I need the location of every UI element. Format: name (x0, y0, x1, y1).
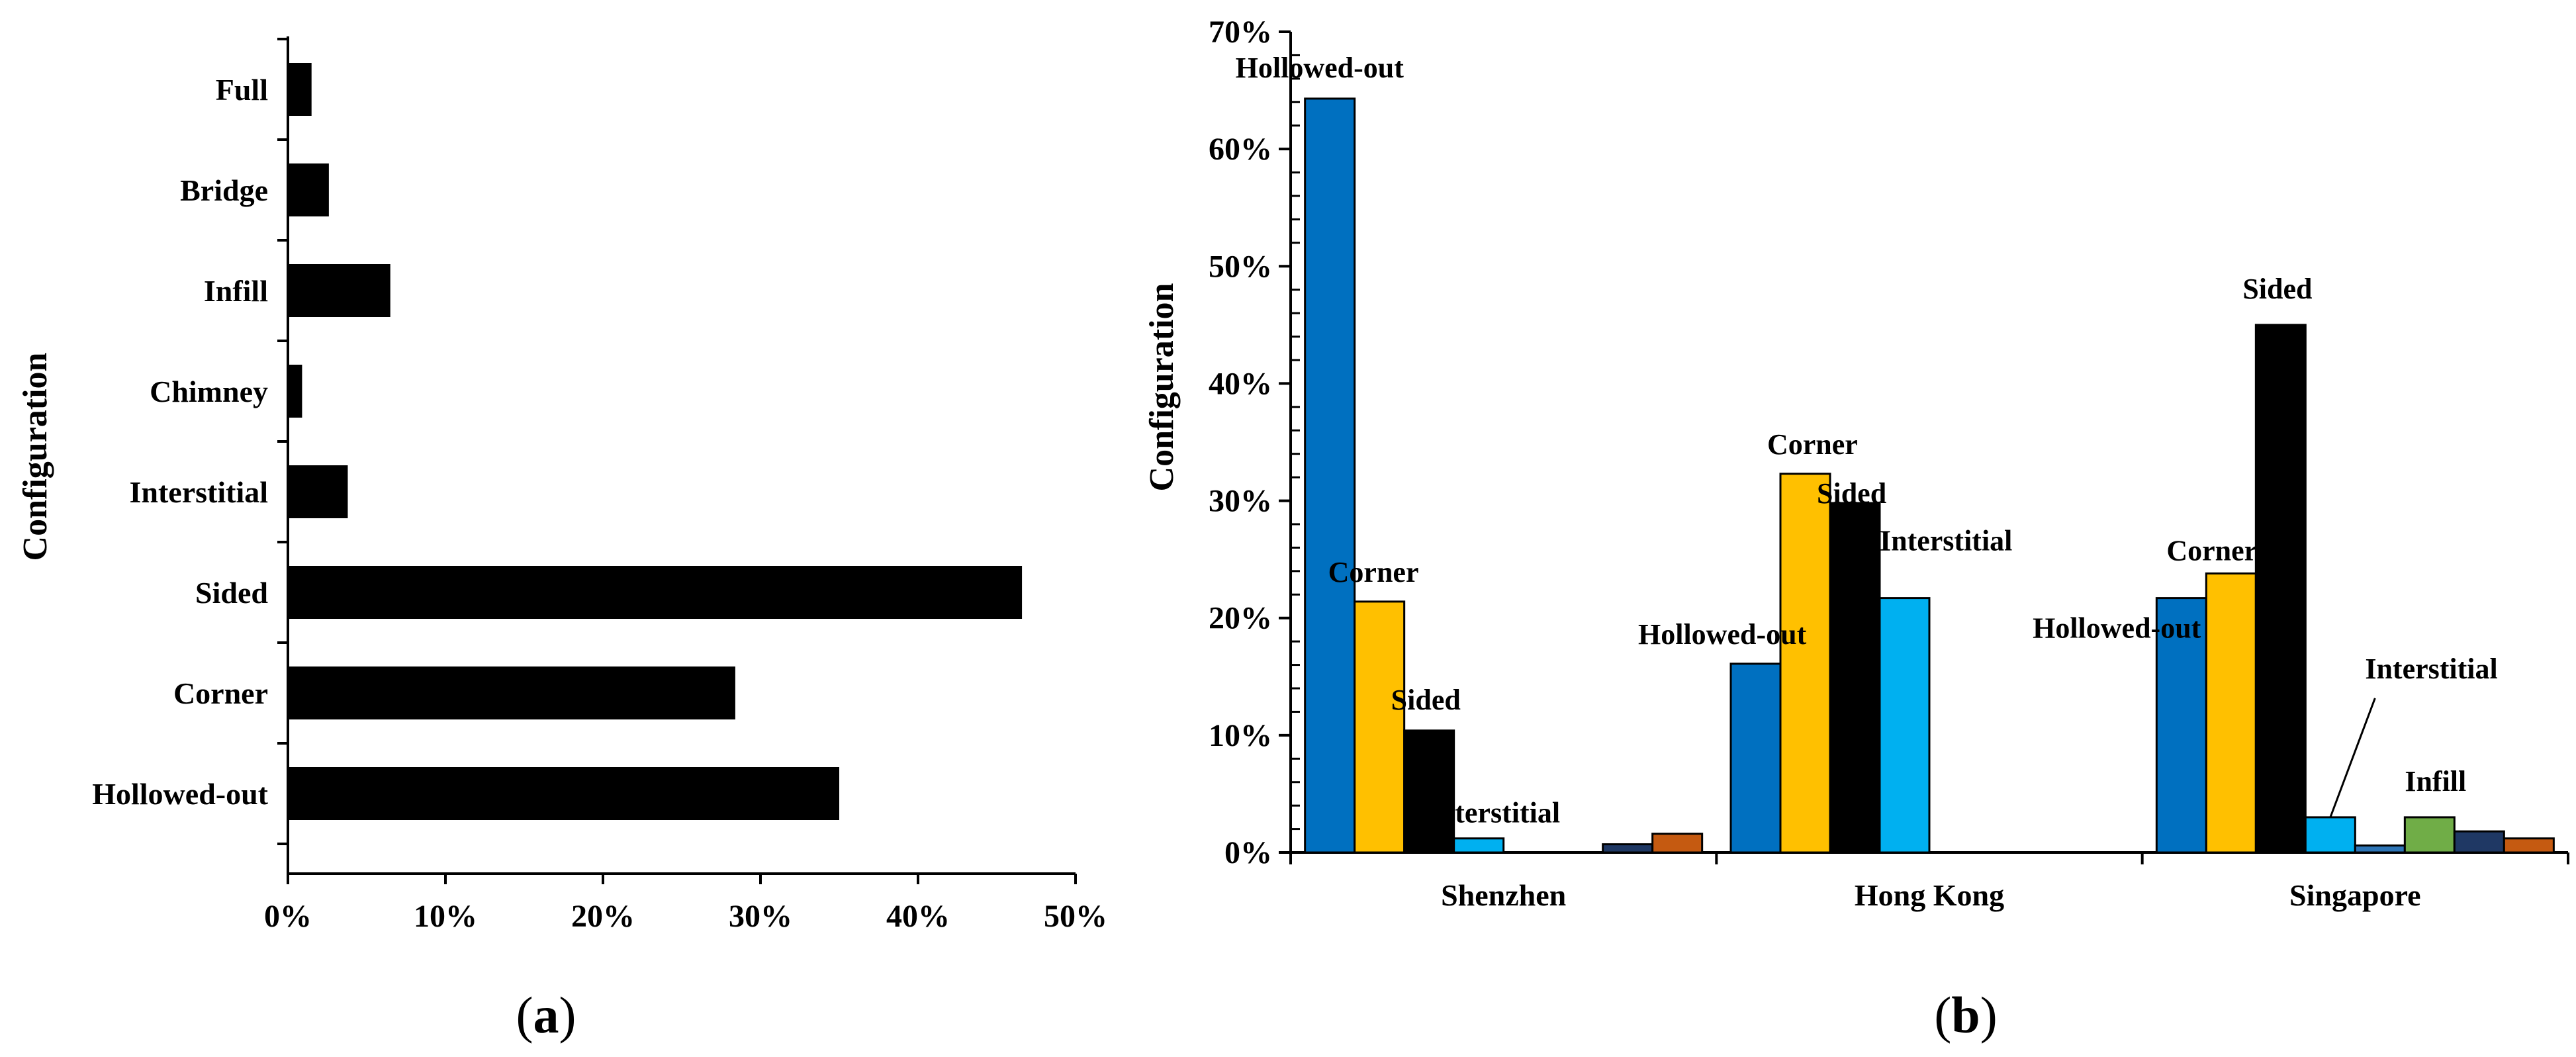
category-label: Hollowed-out (92, 777, 268, 811)
bar-sided (1403, 729, 1455, 854)
data-annotation: Hollowed-out (2033, 612, 2201, 645)
data-annotation: Hollowed-out (1236, 52, 1404, 84)
x-tick-label: 0% (264, 899, 312, 934)
bar-bridge (1602, 843, 1654, 854)
bar (288, 767, 839, 820)
category-label: Infill (204, 274, 268, 308)
data-annotation: Interstitial (2365, 653, 2497, 685)
bar-bridge (2453, 830, 2505, 854)
data-annotation: Interstitial (1880, 525, 2012, 557)
category-label: Full (216, 73, 268, 107)
category-label: Chimney (150, 375, 268, 408)
bar-hollowed-out (1729, 663, 1782, 854)
data-annotation: Hollowed-out (1638, 618, 1807, 651)
y-tick-label: 30% (1209, 484, 1272, 519)
bar (288, 63, 312, 116)
x-tick-label: 10% (414, 899, 477, 934)
y-tick-label: 20% (1209, 601, 1272, 636)
bar-interstitial (1453, 837, 1505, 854)
bar-hollowed-out (1304, 97, 1356, 854)
bar-infill (2403, 816, 2456, 854)
y-tick-label: 60% (1209, 132, 1272, 167)
bar (288, 365, 302, 418)
panel-label-a: (a) (516, 986, 576, 1044)
bar-interstitial (2304, 816, 2356, 854)
bar (288, 264, 391, 317)
data-annotation: Sided (1391, 684, 1461, 716)
category-label: Interstitial (129, 475, 268, 509)
category-label: Sided (195, 576, 268, 610)
bar-interstitial (1878, 597, 1931, 854)
category-label: Singapore (2289, 878, 2421, 912)
data-annotation: Interstitial (1428, 797, 1560, 829)
y-tick-label: 50% (1209, 249, 1272, 284)
y-tick-label: 40% (1209, 366, 1272, 401)
y-tick-label: 10% (1209, 718, 1272, 753)
bar-sided (2254, 324, 2307, 854)
x-tick-label: 30% (729, 899, 792, 934)
annotation-leader-line (2329, 698, 2376, 818)
category-label: Hong Kong (1855, 878, 2004, 912)
data-annotation: Corner (1328, 556, 1419, 588)
category-label: Corner (173, 676, 268, 710)
data-annotation: Sided (1817, 477, 1886, 510)
bar-hollowed-out (2155, 597, 2207, 854)
y-axis-label: Configuration (17, 352, 54, 561)
bar-chimney (2354, 844, 2406, 854)
data-annotation: Corner (1767, 428, 1858, 461)
category-label: Shenzhen (1441, 878, 1566, 912)
data-annotation: Infill (2405, 765, 2466, 798)
horizontal-bar-chart-a: 0% 10% 20% 30% 40% 50% Full Bridge Infill Chimney… (17, 36, 1107, 1044)
bar-full (2503, 837, 2555, 854)
x-tick-label: 20% (571, 899, 635, 934)
bar-corner (1354, 600, 1406, 854)
y-tick-label: 70% (1209, 15, 1272, 50)
bar-sided (1829, 502, 1881, 854)
x-tick-label: 50% (1044, 899, 1107, 934)
y-tick-label: 0% (1224, 835, 1272, 870)
panel-label-b: (b) (1934, 986, 1997, 1044)
panel-letter-a: a (533, 986, 559, 1044)
bar-corner (2205, 572, 2257, 854)
bar (288, 566, 1023, 619)
data-annotation: Sided (2242, 273, 2312, 305)
bar (288, 163, 329, 216)
y-axis-label: Configuration (1143, 283, 1181, 491)
bar-full (1651, 833, 1704, 854)
grouped-bar-chart-b: 0% 10% 20% 30% 40% 50% 60% 70% Shenzhen Hong Kong… (1143, 15, 2569, 1044)
bar-corner (1779, 473, 1831, 854)
data-annotation: Corner (2166, 534, 2257, 567)
bar (288, 666, 735, 719)
panel-letter-b: b (1951, 986, 1980, 1044)
bar (288, 465, 348, 518)
category-label: Bridge (180, 173, 268, 207)
x-tick-label: 40% (886, 899, 950, 934)
